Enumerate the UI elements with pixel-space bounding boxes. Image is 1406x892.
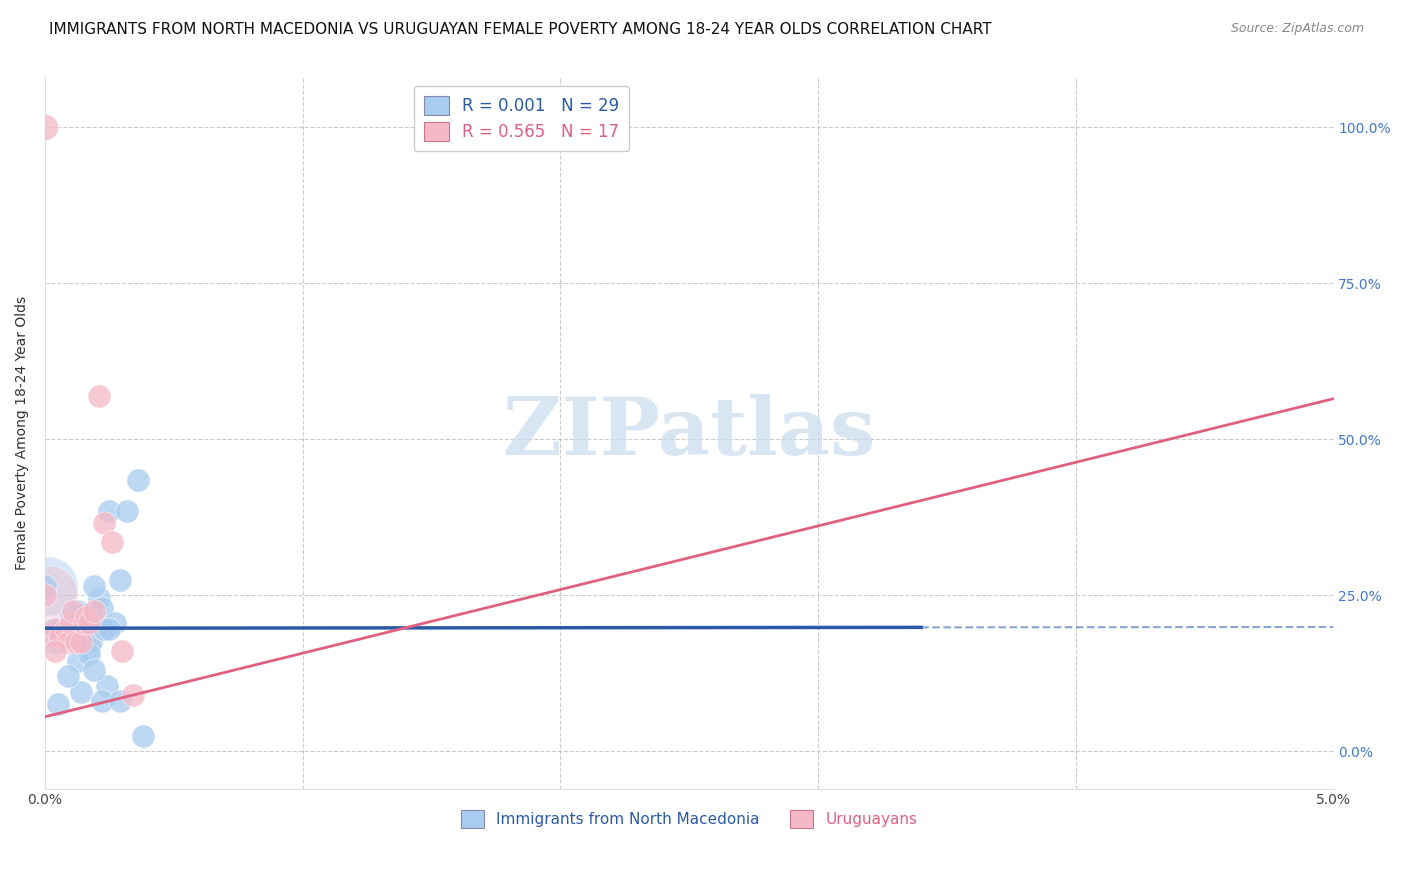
Point [49, 629, 72, 643]
Point [90, 600, 112, 615]
Point [98, 623, 121, 637]
Point [83, 604, 105, 618]
Point [70, 607, 93, 621]
Point [72, 629, 94, 643]
Point [83, 579, 105, 593]
Point [83, 663, 105, 677]
Point [52, 629, 75, 643]
Point [117, 504, 139, 518]
Point [80, 635, 103, 649]
Point [55, 623, 77, 637]
Point [93, 623, 115, 637]
Point [44, 623, 66, 637]
Point [77, 648, 100, 662]
Point [37, 579, 59, 593]
Point [59, 616, 82, 631]
Y-axis label: Female Poverty Among 18-24 Year Olds: Female Poverty Among 18-24 Year Olds [15, 296, 30, 570]
Point [77, 616, 100, 631]
Point [56, 669, 79, 683]
Point [87, 591, 110, 606]
Point [49, 623, 72, 637]
Point [46, 698, 69, 712]
Point [111, 644, 134, 658]
Point [34, 120, 56, 135]
Text: ZIPatlas: ZIPatlas [503, 394, 876, 472]
Legend: Immigrants from North Macedonia, Uruguayans: Immigrants from North Macedonia, Uruguay… [456, 805, 924, 834]
Point [75, 610, 97, 624]
Point [67, 654, 90, 668]
Point [70, 685, 93, 699]
Point [90, 694, 112, 708]
Point [37, 588, 59, 602]
Point [34, 579, 56, 593]
Point [65, 623, 87, 637]
Text: IMMIGRANTS FROM NORTH MACEDONIA VS URUGUAYAN FEMALE POVERTY AMONG 18-24 YEAR OLD: IMMIGRANTS FROM NORTH MACEDONIA VS URUGU… [49, 22, 991, 37]
Point [56, 635, 79, 649]
Point [121, 688, 143, 702]
Point [67, 604, 90, 618]
Point [101, 535, 124, 549]
Point [70, 635, 93, 649]
Point [59, 610, 82, 624]
Point [96, 679, 118, 693]
Point [65, 635, 87, 649]
Point [127, 473, 149, 487]
Point [86, 616, 108, 631]
Point [44, 644, 66, 658]
Point [108, 694, 131, 708]
Point [34, 588, 56, 602]
Point [62, 604, 84, 618]
Point [77, 641, 100, 656]
Point [132, 729, 155, 743]
Point [62, 619, 84, 633]
Point [103, 616, 125, 631]
Point [39, 629, 62, 643]
Point [108, 573, 131, 587]
Text: Source: ZipAtlas.com: Source: ZipAtlas.com [1230, 22, 1364, 36]
Point [44, 635, 66, 649]
Point [87, 388, 110, 402]
Point [46, 629, 69, 643]
Point [55, 623, 77, 637]
Point [41, 623, 63, 637]
Point [98, 504, 121, 518]
Point [72, 616, 94, 631]
Point [93, 623, 115, 637]
Point [93, 516, 115, 531]
Point [75, 610, 97, 624]
Point [56, 623, 79, 637]
